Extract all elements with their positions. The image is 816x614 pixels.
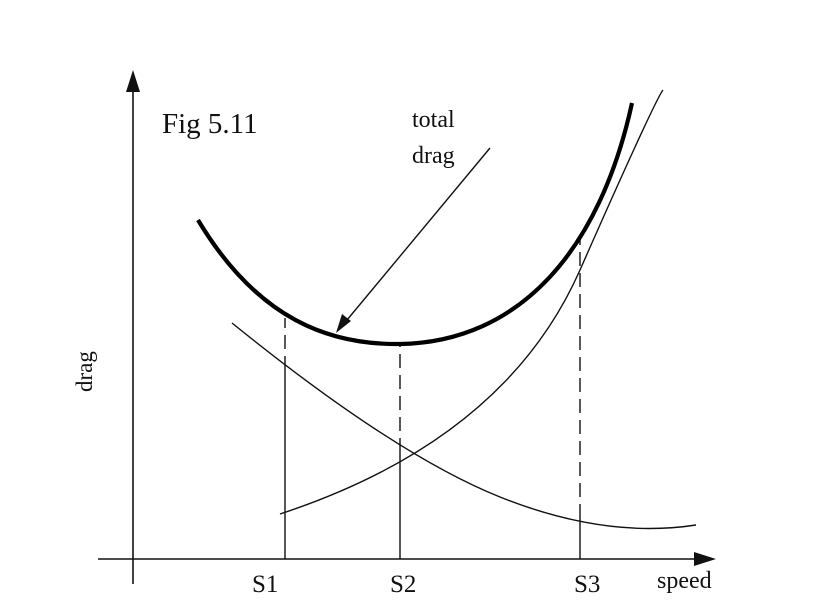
total-drag-curve	[196, 102, 635, 347]
total-drag-annotation-line2: drag	[412, 143, 455, 169]
total-drag-annotation-line1: total	[412, 107, 455, 133]
decreasing-drag-curve	[231, 322, 697, 530]
figure-label: Fig 5.11	[162, 108, 258, 140]
y-axis-arrowhead	[126, 70, 140, 92]
speed-marker-s1: S1	[252, 571, 278, 598]
speed-marker-s2: S2	[390, 571, 416, 598]
annotation-arrowhead	[336, 314, 351, 333]
annotation-arrow-line	[341, 147, 491, 327]
y-axis-label: drag	[72, 351, 97, 392]
speed-marker-s3: S3	[574, 571, 600, 598]
x-axis-arrowhead	[694, 552, 716, 566]
increasing-drag-curve	[279, 89, 664, 515]
x-axis-label: speed	[657, 568, 712, 594]
